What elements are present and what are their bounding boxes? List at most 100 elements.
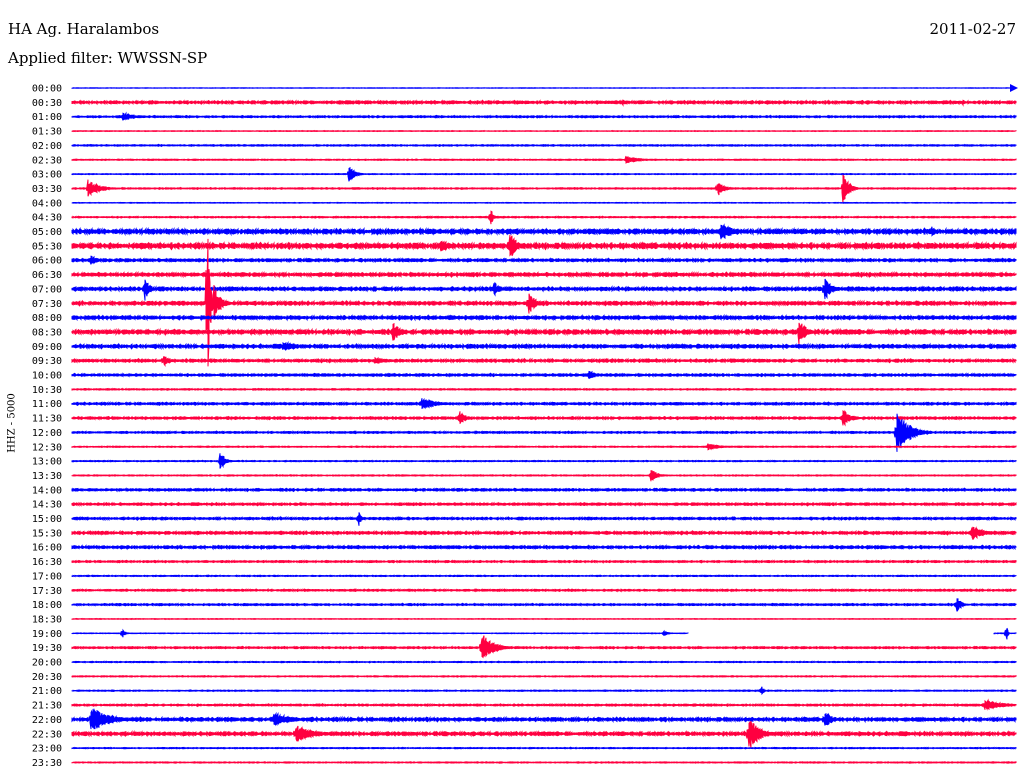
row-time-label: 17:30 bbox=[32, 586, 62, 597]
row-time-label: 23:00 bbox=[32, 744, 62, 755]
row-time-label: 09:30 bbox=[32, 356, 62, 367]
trace-2030 bbox=[71, 674, 1017, 678]
row-time-label: 15:00 bbox=[32, 514, 62, 525]
trace-2200 bbox=[71, 708, 1017, 730]
row-time-label: 03:00 bbox=[32, 170, 62, 181]
row-time-label: 18:00 bbox=[32, 600, 62, 611]
row-time-label: 12:00 bbox=[32, 428, 62, 439]
row-time-label: 19:30 bbox=[32, 643, 62, 654]
trace-2100 bbox=[71, 686, 1017, 696]
trace-1100 bbox=[71, 397, 1017, 410]
trace-1530 bbox=[71, 526, 1017, 540]
row-time-label: 10:30 bbox=[32, 385, 62, 396]
row-time-label: 06:00 bbox=[32, 256, 62, 267]
trace-1900 bbox=[71, 627, 1017, 640]
trace-2300 bbox=[71, 746, 1017, 750]
row-time-label: 09:00 bbox=[32, 342, 62, 353]
trace-2330 bbox=[71, 760, 1017, 764]
row-time-label: 08:00 bbox=[32, 313, 62, 324]
trace-0330 bbox=[71, 174, 1017, 204]
row-time-label: 05:30 bbox=[32, 241, 62, 252]
trace-1930 bbox=[71, 635, 1017, 659]
trace-end-arrow bbox=[1010, 84, 1018, 92]
row-time-label: 03:30 bbox=[32, 184, 62, 195]
row-time-label: 13:00 bbox=[32, 457, 62, 468]
trace-2130 bbox=[71, 698, 1017, 711]
trace-0430 bbox=[71, 210, 1017, 225]
trace-1400 bbox=[71, 487, 1017, 493]
trace-0030 bbox=[71, 99, 1017, 107]
row-time-label: 12:30 bbox=[32, 442, 62, 453]
row-time-label: 08:30 bbox=[32, 327, 62, 338]
station-title: HA Ag. Haralambos bbox=[8, 20, 160, 38]
row-time-label: 05:00 bbox=[32, 227, 62, 238]
row-time-label: 15:30 bbox=[32, 528, 62, 539]
row-time-label: 02:00 bbox=[32, 141, 62, 152]
trace-1830 bbox=[71, 617, 1017, 621]
trace-1200 bbox=[71, 413, 1017, 452]
row-time-label: 13:30 bbox=[32, 471, 62, 482]
trace-0700 bbox=[71, 278, 1017, 301]
row-time-label: 07:30 bbox=[32, 299, 62, 310]
row-time-label: 16:00 bbox=[32, 543, 62, 554]
trace-1330 bbox=[71, 470, 1017, 482]
row-time-label: 23:30 bbox=[32, 758, 62, 769]
trace-0730 bbox=[71, 238, 1017, 367]
trace-0300 bbox=[71, 166, 1017, 182]
row-time-label: 01:30 bbox=[32, 127, 62, 138]
trace-0600 bbox=[71, 255, 1017, 265]
trace-0800 bbox=[71, 313, 1017, 322]
trace-1300 bbox=[71, 453, 1017, 469]
row-time-label: 16:30 bbox=[32, 557, 62, 568]
row-time-label: 01:00 bbox=[32, 112, 62, 123]
trace-0200 bbox=[71, 143, 1017, 148]
trace-0630 bbox=[71, 270, 1017, 279]
row-time-label: 19:00 bbox=[32, 629, 62, 640]
trace-0100 bbox=[71, 111, 1017, 121]
trace-0130 bbox=[71, 129, 1017, 133]
row-time-label: 10:00 bbox=[32, 371, 62, 382]
row-time-label: 20:30 bbox=[32, 672, 62, 683]
trace-1030 bbox=[71, 387, 1017, 392]
trace-1130 bbox=[71, 409, 1017, 427]
row-time-label: 02:30 bbox=[32, 155, 62, 166]
row-time-label: 04:30 bbox=[32, 213, 62, 224]
date-label: 2011-02-27 bbox=[929, 20, 1016, 38]
trace-0900 bbox=[71, 341, 1017, 352]
row-time-label: 11:00 bbox=[32, 399, 62, 410]
trace-0930 bbox=[71, 355, 1017, 367]
trace-0400 bbox=[71, 201, 1017, 204]
trace-1500 bbox=[71, 512, 1017, 526]
trace-1730 bbox=[71, 587, 1017, 593]
trace-1800 bbox=[71, 598, 1017, 612]
trace-2000 bbox=[71, 660, 1017, 664]
row-time-label: 21:00 bbox=[32, 686, 62, 697]
trace-1700 bbox=[71, 574, 1017, 578]
filter-label: Applied filter: WWSSN-SP bbox=[8, 49, 208, 67]
trace-0830 bbox=[71, 322, 1017, 345]
row-time-label: 06:30 bbox=[32, 270, 62, 281]
row-time-label: 00:30 bbox=[32, 98, 62, 109]
trace-2230 bbox=[71, 720, 1017, 748]
trace-0530 bbox=[71, 234, 1017, 257]
row-time-label: 17:00 bbox=[32, 571, 62, 582]
trace-1630 bbox=[71, 559, 1017, 564]
trace-1230 bbox=[71, 443, 1017, 451]
trace-0230 bbox=[71, 155, 1017, 164]
trace-0000 bbox=[71, 87, 1017, 89]
trace-1430 bbox=[71, 501, 1017, 507]
trace-1000 bbox=[71, 370, 1017, 379]
row-time-label: 14:00 bbox=[32, 485, 62, 496]
trace-1600 bbox=[71, 544, 1017, 551]
row-time-label: 22:00 bbox=[32, 715, 62, 726]
row-time-label: 22:30 bbox=[32, 729, 62, 740]
trace-0500 bbox=[71, 223, 1017, 240]
row-time-label: 04:00 bbox=[32, 198, 62, 209]
row-time-label: 07:00 bbox=[32, 284, 62, 295]
row-time-label: 21:30 bbox=[32, 701, 62, 712]
row-time-label: 20:00 bbox=[32, 658, 62, 669]
row-time-label: 14:30 bbox=[32, 500, 62, 511]
row-time-label: 18:30 bbox=[32, 614, 62, 625]
row-time-label: 11:30 bbox=[32, 414, 62, 425]
